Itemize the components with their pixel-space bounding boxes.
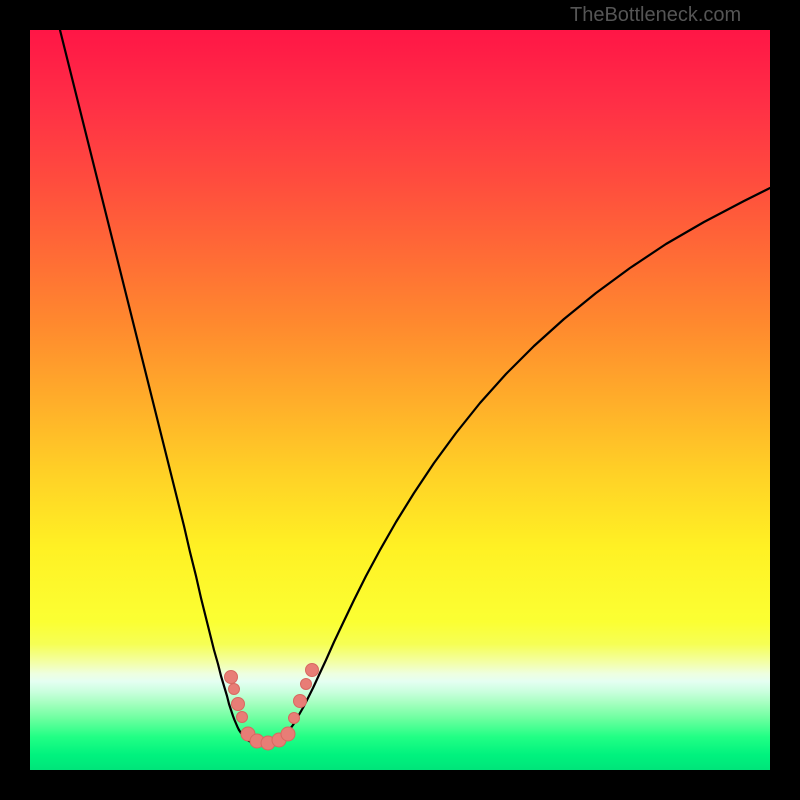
watermark-text: TheBottleneck.com	[570, 4, 741, 27]
outer-frame: TheBottleneck.com	[0, 0, 800, 800]
gradient-background	[30, 30, 770, 770]
plot-area	[30, 30, 770, 770]
